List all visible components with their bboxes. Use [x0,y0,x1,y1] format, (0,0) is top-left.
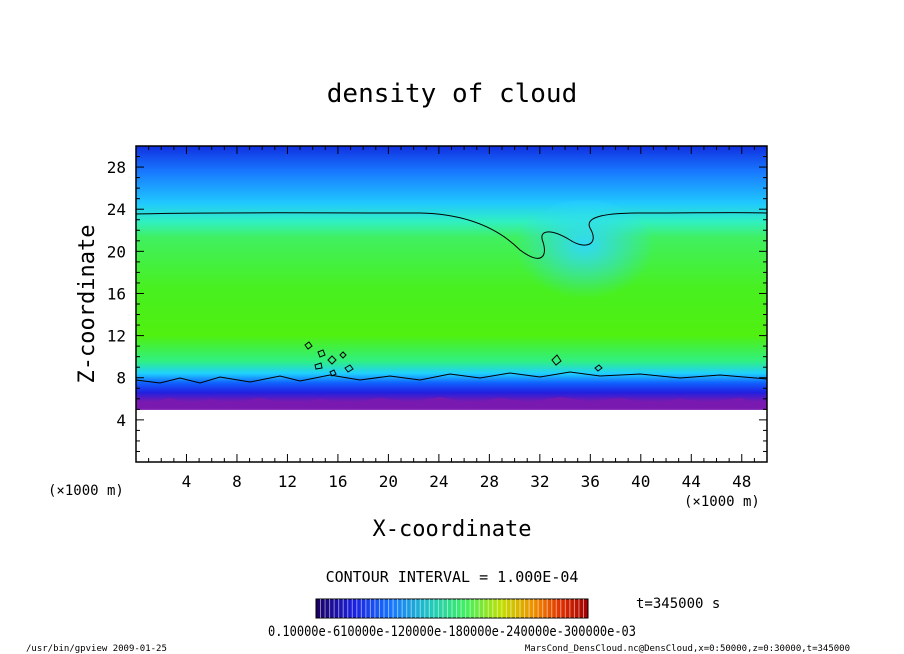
x-tick-label: 8 [232,472,242,491]
contour-interval-text: CONTOUR INTERVAL = 1.000E-04 [326,568,579,586]
y-tick-label: 4 [116,411,126,430]
contour-line-upper [135,212,768,259]
colorbar-labels: 0.10000e-610000e-120000e-180000e-240000e… [268,624,636,640]
x-unit-label: (×1000 m) [684,494,760,510]
y-axis-label: Z-coordinate [75,225,100,384]
y-tick-label: 24 [107,200,126,219]
x-tick-marks: 4 8 12 16 20 24 28 32 36 40 44 48 [148,146,755,491]
x-tick-label: 12 [278,472,297,491]
time-label: t=345000 s [636,596,720,612]
y-tick-label: 8 [116,369,126,388]
y-tick-marks: 4 8 12 16 20 24 28 [107,156,767,452]
y-tick-label: 20 [107,242,126,261]
x-tick-label: 36 [581,472,600,491]
chart-title: density of cloud [327,79,577,109]
x-tick-label: 40 [631,472,650,491]
y-tick-label: 28 [107,158,126,177]
x-tick-label: 20 [379,472,398,491]
footer-right: MarsCond_DensCloud.nc@DensCloud,x=0:5000… [525,644,850,654]
colorbar-ticks [320,599,584,618]
contour-noise-cluster [304,341,603,377]
footer-left: /usr/bin/gpview 2009-01-25 [26,644,167,654]
x-tick-label: 32 [530,472,549,491]
z-unit-label: (×1000 m) [48,483,124,499]
contour-line-lower [135,371,768,384]
x-tick-label: 44 [682,472,701,491]
x-tick-label: 28 [480,472,499,491]
y-tick-label: 12 [107,327,126,346]
updraft-feature [515,200,655,310]
x-tick-label: 24 [429,472,448,491]
y-tick-label: 16 [107,284,126,303]
lower-boundary [136,397,767,410]
colorbar: 0.10000e-610000e-120000e-180000e-240000e… [268,598,636,640]
x-tick-label: 48 [732,472,751,491]
x-axis-label: X-coordinate [373,517,532,542]
density-field [136,146,767,462]
x-tick-label: 16 [328,472,347,491]
x-tick-label: 4 [182,472,192,491]
